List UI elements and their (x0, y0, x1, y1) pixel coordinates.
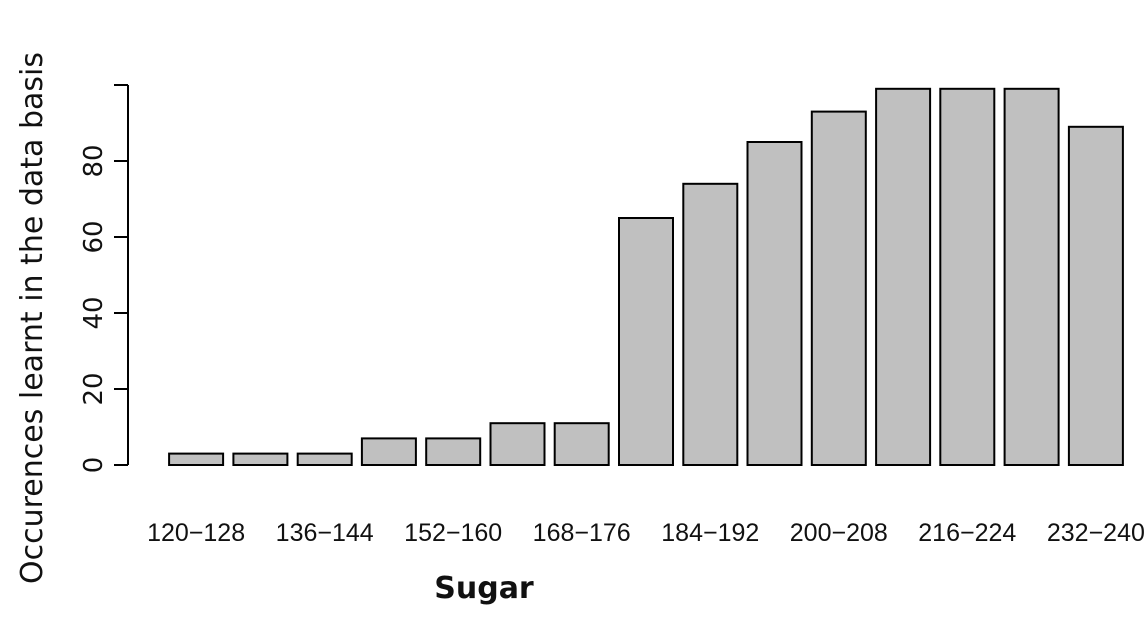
x-tick-label: 216−224 (918, 519, 1016, 547)
x-axis-title: Sugar (434, 571, 534, 606)
bar-216-224 (939, 87, 996, 467)
y-tick-label: 40 (79, 296, 109, 329)
bar-200-208 (810, 110, 867, 466)
y-tick-label: 0 (79, 457, 109, 474)
bar-128-136 (232, 452, 289, 467)
x-tick-label: 152−160 (404, 519, 502, 547)
bar-152-160 (425, 437, 482, 466)
bar-184-192 (682, 182, 739, 467)
y-axis: 0 20 40 60 80 (79, 84, 129, 474)
bars (168, 87, 1124, 467)
x-tick-label: 184−192 (661, 519, 759, 547)
bar-168-176 (553, 422, 610, 467)
y-tick-label: 20 (79, 372, 109, 405)
y-tick-label: 60 (79, 220, 109, 253)
bar-136-144 (296, 452, 353, 467)
x-tick-label: 120−128 (147, 519, 245, 547)
bar-176-184 (618, 217, 674, 466)
bar-232-240 (1067, 125, 1124, 467)
x-tick-label: 136−144 (276, 519, 374, 547)
bar-208-216 (875, 87, 932, 467)
bar-120-128 (168, 452, 225, 467)
x-tick-label: 200−208 (790, 519, 888, 547)
x-tick-labels: 120−128 136−144 152−160 168−176 184−192 200−2… (147, 519, 1145, 547)
y-tick-label: 80 (79, 144, 109, 177)
x-tick-label: 168−176 (533, 519, 631, 547)
bar-192-200 (746, 141, 803, 466)
bar-224-232 (1003, 87, 1060, 467)
bar-160-168 (489, 422, 546, 467)
x-tick-label: 232−240 (1047, 519, 1145, 547)
bar-144-152 (360, 437, 417, 466)
y-axis-title: Occurences learnt in the data basis (15, 52, 50, 584)
